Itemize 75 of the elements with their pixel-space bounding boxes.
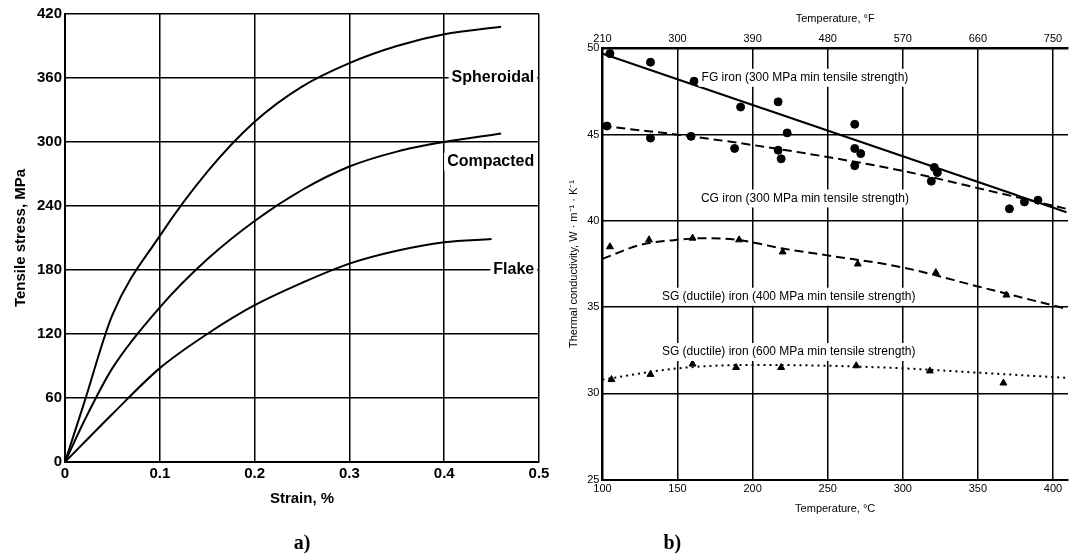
x2-axis-title: Temperature, °F <box>795 11 875 24</box>
x-axis-title: Temperature, °C <box>795 502 876 515</box>
x2-tick-label: 570 <box>893 31 912 44</box>
y-tick-label: 60 <box>45 388 63 406</box>
x-tick-label: 0.5 <box>528 464 550 482</box>
x-axis-title: Strain, % <box>269 489 335 507</box>
text: Spheroidal <box>451 68 535 86</box>
y-tick-label: 45 <box>587 127 600 140</box>
point <box>736 102 746 112</box>
x-tick-label: 300 <box>893 482 912 495</box>
y-axis-title: Thermal conductivity, W · m⁻¹ · K⁻¹ <box>566 179 579 348</box>
y-tick-label: 40 <box>587 213 600 226</box>
text: b) <box>663 531 682 555</box>
x-tick-label: 200 <box>743 482 762 495</box>
point <box>778 247 787 255</box>
x2-tick-label: 660 <box>968 31 988 44</box>
y-tick-label: 120 <box>37 324 63 342</box>
y-tick-label: 25 <box>587 472 600 485</box>
series-label: FG iron (300 MPa min tensile strength) <box>701 70 909 85</box>
x-tick-label: 0.3 <box>338 464 360 482</box>
point <box>688 233 697 241</box>
x2-tick-label: 210 <box>593 31 612 44</box>
y-tick-label: 180 <box>37 260 63 278</box>
point <box>607 375 616 383</box>
point <box>730 143 740 153</box>
series-label: SG (ductile) iron (400 MPa min tensile strength) <box>661 289 916 304</box>
x-tick-label: 0.4 <box>433 464 456 482</box>
point <box>782 128 792 138</box>
x-tick-label: 350 <box>968 482 988 495</box>
y-tick-label: 300 <box>37 132 63 150</box>
point <box>931 268 940 276</box>
point <box>773 145 783 155</box>
series-label: Flake <box>493 260 535 278</box>
x2-tick-label: 390 <box>743 31 762 44</box>
series-label: Compacted <box>447 152 535 170</box>
point <box>999 378 1008 386</box>
point <box>853 259 862 267</box>
point <box>605 242 614 250</box>
point <box>856 149 866 159</box>
x2-tick-label: 750 <box>1043 31 1063 44</box>
point <box>850 161 860 171</box>
x-tick-label: 100 <box>593 482 612 495</box>
point <box>735 235 744 243</box>
x-tick-label: 0.1 <box>149 464 171 482</box>
point <box>1002 290 1011 298</box>
x-tick-label: 150 <box>668 482 687 495</box>
point <box>850 119 860 129</box>
series-label: CG iron (300 MPa min tensile strength) <box>700 190 910 205</box>
y-tick-label: 360 <box>37 68 63 86</box>
y-tick-label: 420 <box>37 4 63 22</box>
y-tick-label: 240 <box>37 196 63 214</box>
point <box>925 366 934 374</box>
y-axis-title: Tensile stress, MPa <box>11 168 29 308</box>
x2-tick-label: 300 <box>668 31 687 44</box>
y-tick-label: 30 <box>587 386 600 399</box>
y-tick-label: 0 <box>53 452 63 470</box>
point <box>773 97 783 107</box>
point <box>850 143 860 153</box>
y-tick-label: 50 <box>587 41 600 54</box>
point <box>1004 204 1014 214</box>
point <box>732 362 741 370</box>
point <box>645 133 655 143</box>
point <box>777 362 786 370</box>
y-tick-label: 35 <box>587 300 600 313</box>
series-label: SG (ductile) iron (600 MPa min tensile strength) <box>661 344 916 359</box>
point <box>926 176 936 186</box>
point <box>646 369 655 377</box>
text: a) <box>293 531 311 555</box>
point <box>776 154 786 164</box>
x-tick-label: 250 <box>818 482 837 495</box>
x-tick-label: 0.2 <box>244 464 266 482</box>
x-tick-label: 400 <box>1043 482 1063 495</box>
point <box>645 57 655 67</box>
point <box>645 235 653 243</box>
x2-tick-label: 480 <box>818 31 837 44</box>
